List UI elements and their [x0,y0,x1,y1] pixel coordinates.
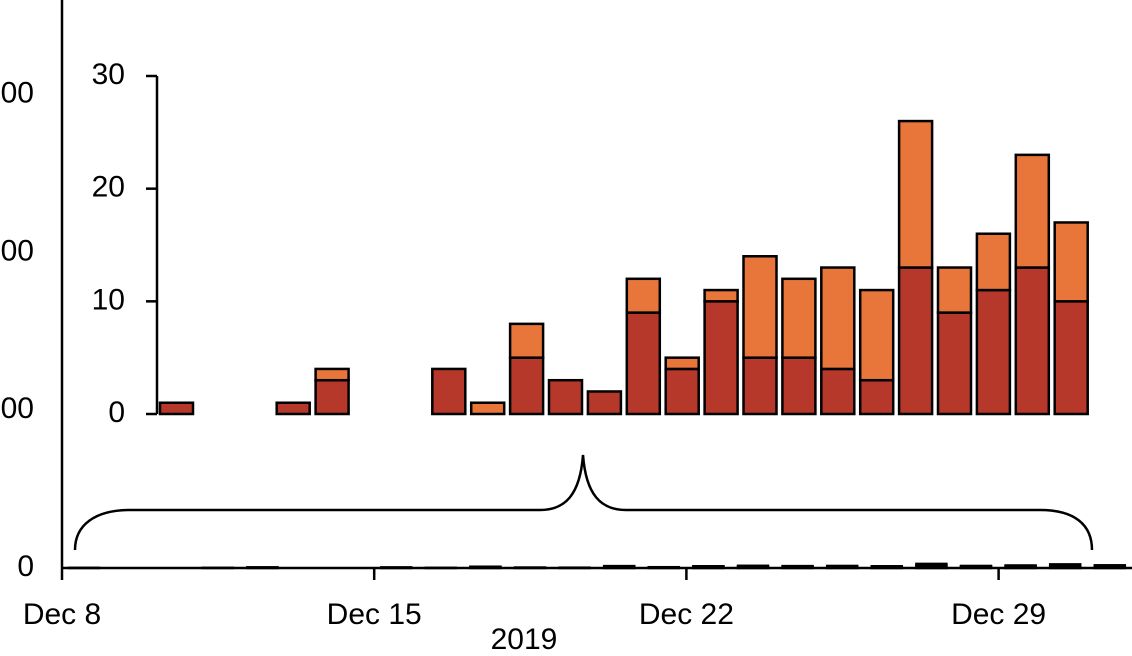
outer-bar-segment [781,564,814,569]
inset-bar-segment [936,266,973,314]
inset-bar-segment [742,356,778,416]
outer-bar-segment [870,565,904,569]
inset-bar-segment [431,367,467,416]
inset-bar-segment [586,390,623,416]
zoom-brace [73,454,1094,551]
inset-bar-segment [820,266,856,371]
inset-bar-segment [625,277,662,314]
outer-x-tick-label: Dec 29 [951,598,1046,631]
inset-bar-segment [936,311,973,416]
inset-bar-segment [975,232,1012,292]
inset-y-tick-label: 20 [92,171,125,204]
x-axis-label: 2019 [491,623,558,656]
inset-bar-segment [1053,300,1089,416]
outer-bar-segment [1093,564,1127,568]
inset-bar-segment [508,356,545,416]
outer-y-tick-label: 0 [17,550,34,583]
inset-bar-segment [858,288,895,382]
outer-y-tick-label: 00 [1,77,34,110]
outer-bar-segment [736,564,770,569]
outer-bar-segment [959,564,993,568]
inset-bar-segment [781,277,817,359]
inset-bar-segment [1014,266,1051,416]
inset-bar-segment [469,401,506,416]
outer-bar-segment [1048,563,1082,568]
inset-bar-segment [664,367,700,416]
inset-bar-segment [703,300,739,416]
outer-bar-segment [1004,564,1037,568]
inset-y-tick-label: 0 [108,396,125,429]
inset-bar-segment [547,378,584,416]
inset-y-tick-label: 30 [92,58,125,91]
outer-x-tick-label: Dec 22 [639,598,734,631]
inset-bar-segment [781,356,817,416]
outer-bar-segment [915,562,948,568]
inset-bar-segment [1014,153,1051,269]
inset-bar-segment [975,288,1012,416]
outer-x-tick-label: Dec 8 [23,598,101,631]
inset-bar-segment [625,311,662,416]
inset-bar-segment [275,401,311,416]
inset-y-tick-label: 10 [92,283,125,316]
inset-bar-segment [1053,221,1089,303]
inset-bar-segment [314,367,350,382]
outer-x-tick-label: Dec 15 [327,598,422,631]
inset-bar-segment [897,119,934,269]
outer-bar-segment [825,564,859,569]
inset-bar-segment [858,378,895,416]
inset-bar-segment [742,255,778,359]
inset-bar-segment [314,378,350,416]
inset-bar-segment [158,401,195,416]
outer-bar-segment [379,566,413,570]
inset-bar-segment [703,288,739,303]
inset-bar-segment [664,356,700,371]
inset-bar-segment [820,367,856,416]
outer-y-tick-label: 00 [1,234,34,267]
outer-y-tick-label: 00 [1,392,34,425]
inset-bar-segment [897,266,934,416]
inset-bar-segment [508,322,545,359]
